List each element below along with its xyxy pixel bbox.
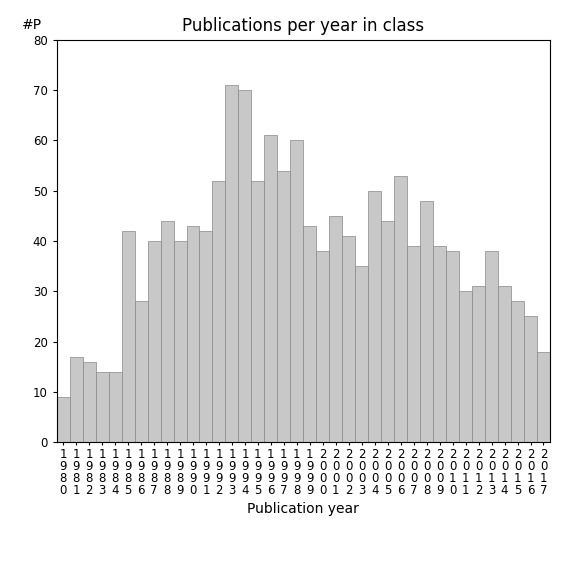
Bar bbox=[213, 180, 226, 442]
Bar bbox=[498, 286, 511, 442]
Bar bbox=[511, 302, 524, 442]
Bar bbox=[459, 291, 472, 442]
Bar bbox=[433, 246, 446, 442]
Bar bbox=[290, 141, 303, 442]
Bar bbox=[200, 231, 213, 442]
Bar bbox=[239, 90, 251, 442]
Bar bbox=[264, 136, 277, 442]
Bar bbox=[277, 171, 290, 442]
Title: Publications per year in class: Publications per year in class bbox=[182, 18, 425, 35]
Bar bbox=[174, 241, 187, 442]
Bar bbox=[329, 216, 342, 442]
Bar bbox=[394, 176, 407, 442]
Bar bbox=[134, 302, 147, 442]
Bar bbox=[407, 246, 420, 442]
Bar bbox=[303, 226, 316, 442]
Bar bbox=[121, 231, 134, 442]
Bar bbox=[420, 201, 433, 442]
Bar bbox=[342, 236, 356, 442]
Text: #P: #P bbox=[22, 18, 43, 32]
Bar bbox=[96, 372, 109, 442]
Bar bbox=[160, 221, 174, 442]
Bar bbox=[356, 266, 368, 442]
Bar bbox=[57, 397, 70, 442]
Bar bbox=[485, 251, 498, 442]
Bar bbox=[446, 251, 459, 442]
Bar bbox=[147, 241, 160, 442]
Bar bbox=[70, 357, 83, 442]
Bar bbox=[537, 352, 550, 442]
X-axis label: Publication year: Publication year bbox=[247, 502, 359, 517]
Bar bbox=[472, 286, 485, 442]
Bar bbox=[251, 180, 264, 442]
Bar bbox=[187, 226, 200, 442]
Bar bbox=[226, 85, 239, 442]
Bar bbox=[368, 191, 381, 442]
Bar bbox=[381, 221, 394, 442]
Bar bbox=[524, 316, 537, 442]
Bar bbox=[109, 372, 121, 442]
Bar bbox=[83, 362, 96, 442]
Bar bbox=[316, 251, 329, 442]
